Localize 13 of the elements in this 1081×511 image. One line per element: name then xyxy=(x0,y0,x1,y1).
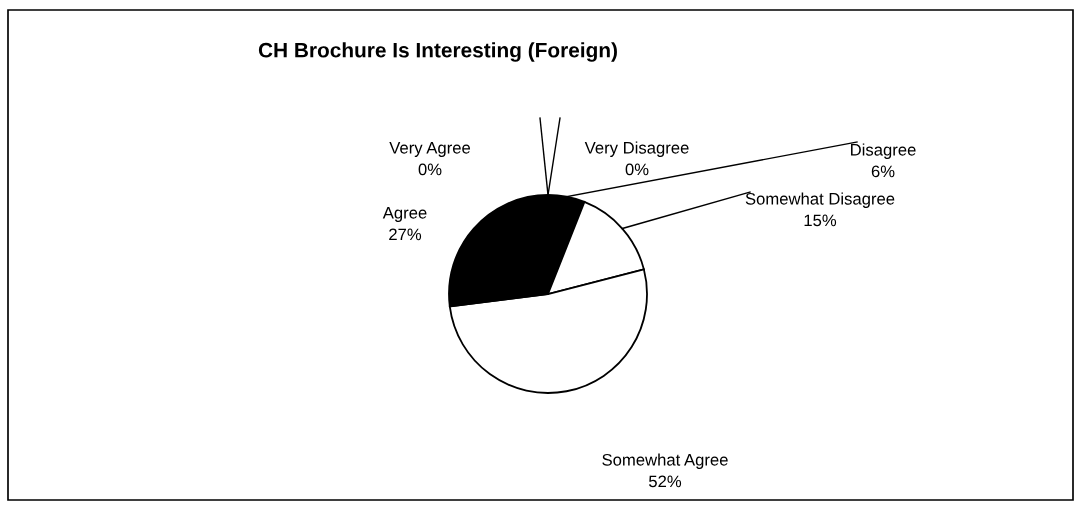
data-label: 27% xyxy=(389,228,422,241)
slice-label: Disagree xyxy=(851,143,916,159)
data-label: 52% xyxy=(648,475,682,488)
category-label: Very Agree xyxy=(389,142,471,157)
text: 0% xyxy=(418,163,442,176)
category-label: Very Disagree xyxy=(584,141,689,157)
chart-title: CH Brochure Is Interesting (Foreign) xyxy=(258,42,617,62)
data-label: 15% xyxy=(804,214,837,227)
slice-label: Agree xyxy=(382,207,427,222)
data-label: 6% xyxy=(871,165,895,178)
slice-label: Somewhat Agree xyxy=(602,453,728,469)
slice-label: Somewhat Disagree xyxy=(745,192,895,208)
text: 0% xyxy=(625,163,649,176)
